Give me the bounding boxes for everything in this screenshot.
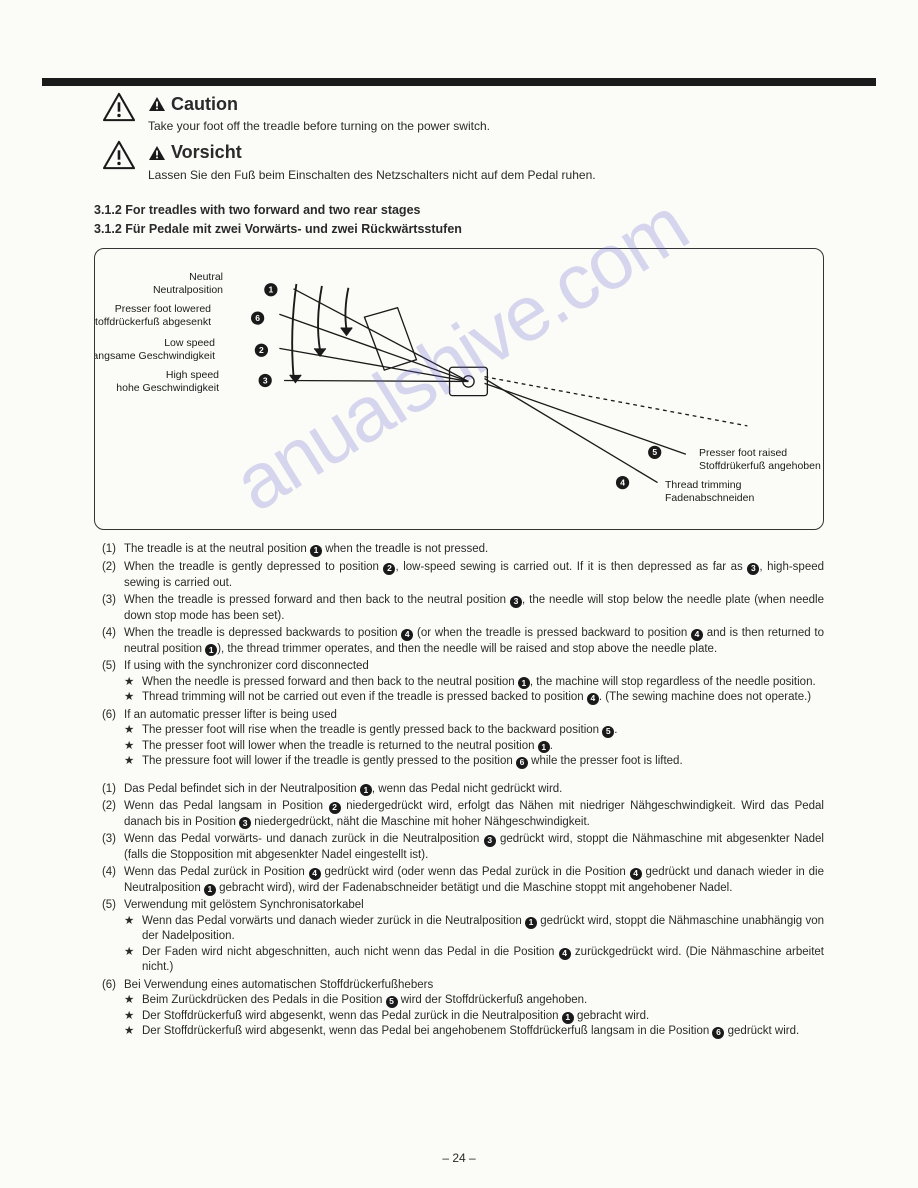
section-heading-de: 3.1.2 Für Pedale mit zwei Vorwärts- und … [94, 220, 876, 239]
svg-text:4: 4 [620, 478, 625, 488]
dlbl-plow-de: Stoffdrückerfuß abgesenkt [94, 316, 211, 328]
de-6b: Der Stoffdrückerfuß wird abgesenkt, wenn… [142, 1009, 824, 1025]
dlbl-neutral-de: Neutralposition [94, 284, 223, 296]
de-2: Wenn das Pedal langsam in Position 2 nie… [124, 799, 824, 830]
svg-text:5: 5 [652, 448, 657, 458]
dlbl-low-de: langsame Geschwindigkeit [94, 350, 215, 362]
svg-text:1: 1 [268, 285, 273, 295]
en-5a: When the needle is pressed forward and t… [142, 675, 824, 691]
dlbl-praised-en: Presser foot raised [699, 447, 824, 459]
caution-title-en: Caution [171, 92, 238, 116]
instruction-text: (1)The treadle is at the neutral positio… [94, 542, 824, 1039]
dlbl-trim-de: Fadenabschneiden [665, 492, 824, 504]
caution-block-de: Vorsicht Lassen Sie den Fuß beim Einscha… [102, 140, 876, 182]
de-5: Verwendung mit gelöstem Synchronisatorka… [124, 898, 824, 914]
de-4: Wenn das Pedal zurück in Position 4 gedr… [124, 865, 824, 896]
top-rule [42, 78, 876, 86]
manual-page: Caution Take your foot off the treadle b… [0, 0, 918, 1188]
caution-heading-de: Vorsicht [148, 140, 596, 164]
svg-text:3: 3 [263, 376, 268, 386]
de-6c: Der Stoffdrückerfuß wird abgesenkt, wenn… [142, 1024, 824, 1040]
dlbl-high-de: hohe Geschwindigkeit [94, 382, 219, 394]
section-headings: 3.1.2 For treadles with two forward and … [94, 201, 876, 239]
en-4: When the treadle is depressed backwards … [124, 626, 824, 657]
caution-text-en: Take your foot off the treadle before tu… [148, 118, 490, 134]
de-1: Das Pedal befindet sich in der Neutralpo… [124, 782, 824, 798]
svg-text:2: 2 [259, 346, 264, 356]
de-5a: Wenn das Pedal vorwärts und danach wiede… [142, 914, 824, 945]
de-6a: Beim Zurückdrücken des Pedals in die Pos… [142, 993, 824, 1009]
caution-block-en: Caution Take your foot off the treadle b… [102, 92, 876, 134]
dlbl-neutral-en: Neutral [94, 271, 223, 283]
treadle-diagram: 1 6 2 3 5 4 Neutral Neutralposition Pres… [94, 248, 824, 530]
en-6b: The presser foot will lower when the tre… [142, 739, 824, 755]
en-6c: The pressure foot will lower if the trea… [142, 754, 824, 770]
caution-title-de: Vorsicht [171, 140, 242, 164]
warning-triangle-icon [102, 140, 136, 170]
en-6a: The presser foot will rise when the trea… [142, 723, 824, 739]
en-1: The treadle is at the neutral position 1… [124, 542, 824, 558]
svg-text:6: 6 [255, 313, 260, 323]
dlbl-low-en: Low speed [94, 337, 215, 349]
de-5b: Der Faden wird nicht abgeschnitten, auch… [142, 945, 824, 976]
dlbl-trim-en: Thread trimming [665, 479, 824, 491]
warning-triangle-icon [102, 92, 136, 122]
de-3: Wenn das Pedal vorwärts- und danach zurü… [124, 832, 824, 863]
dlbl-high-en: High speed [94, 369, 219, 381]
dlbl-plow-en: Presser foot lowered [94, 303, 211, 315]
section-heading-en: 3.1.2 For treadles with two forward and … [94, 201, 876, 220]
en-6: If an automatic presser lifter is being … [124, 708, 824, 724]
de-6: Bei Verwendung eines automatischen Stoff… [124, 978, 824, 994]
en-5b: Thread trimming will not be carried out … [142, 690, 824, 706]
caution-text-de: Lassen Sie den Fuß beim Einschalten des … [148, 167, 596, 183]
page-number: – 24 – [0, 1150, 918, 1166]
caution-heading-en: Caution [148, 92, 490, 116]
en-5: If using with the synchronizer cord disc… [124, 659, 824, 675]
dlbl-praised-de: Stoffdrükerfuß angehoben [699, 460, 824, 472]
en-3: When the treadle is pressed forward and … [124, 593, 824, 624]
en-2: When the treadle is gently depressed to … [124, 560, 824, 591]
